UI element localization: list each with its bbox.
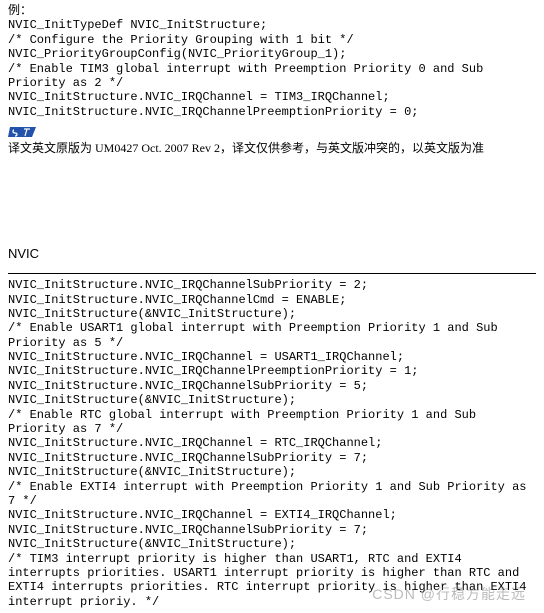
code-line: NVIC_InitStructure.NVIC_IRQChannel = TIM… bbox=[8, 90, 536, 104]
code-line: NVIC_InitStructure.NVIC_IRQChannel = RTC… bbox=[8, 436, 536, 450]
divider bbox=[8, 273, 536, 274]
code-line: NVIC_PriorityGroupConfig(NVIC_PriorityGr… bbox=[8, 47, 536, 61]
code-line: NVIC_InitStructure.NVIC_IRQChannelPreemp… bbox=[8, 105, 536, 119]
document-wrapper: { "block1": { "l0": "例：", "l1": "NVIC_In… bbox=[8, 4, 536, 609]
code-line: /* Enable RTC global interrupt with Pree… bbox=[8, 408, 536, 437]
code-line: NVIC_InitStructure(&NVIC_InitStructure); bbox=[8, 307, 536, 321]
code-line: NVIC_InitTypeDef NVIC_InitStructure; bbox=[8, 18, 536, 32]
st-logo bbox=[8, 125, 536, 139]
code-line: NVIC_InitStructure.NVIC_IRQChannel = EXT… bbox=[8, 508, 536, 522]
section-title: NVIC bbox=[8, 246, 536, 262]
example-label: 例： bbox=[8, 4, 536, 18]
code-line: NVIC_InitStructure.NVIC_IRQChannel = USA… bbox=[8, 350, 536, 364]
code-line: NVIC_InitStructure.NVIC_IRQChannelSubPri… bbox=[8, 523, 536, 537]
code-line: NVIC_InitStructure(&NVIC_InitStructure); bbox=[8, 537, 536, 551]
code-line: /* Enable USART1 global interrupt with P… bbox=[8, 321, 536, 350]
footer-note: 译文英文原版为 UM0427 Oct. 2007 Rev 2，译文仅供参考，与英… bbox=[8, 141, 536, 155]
code-line: NVIC_InitStructure(&NVIC_InitStructure); bbox=[8, 465, 536, 479]
code-line: NVIC_InitStructure(&NVIC_InitStructure); bbox=[8, 393, 536, 407]
code-line: NVIC_InitStructure.NVIC_IRQChannelSubPri… bbox=[8, 451, 536, 465]
code-line: /* Enable EXTI4 interrupt with Preemptio… bbox=[8, 480, 536, 509]
section-gap bbox=[8, 156, 536, 246]
code-line: NVIC_InitStructure.NVIC_IRQChannelSubPri… bbox=[8, 278, 536, 292]
code-line: NVIC_InitStructure.NVIC_IRQChannelSubPri… bbox=[8, 379, 536, 393]
code-line: NVIC_InitStructure.NVIC_IRQChannelCmd = … bbox=[8, 293, 536, 307]
code-line: /* Configure the Priority Grouping with … bbox=[8, 33, 536, 47]
code-line: NVIC_InitStructure.NVIC_IRQChannelPreemp… bbox=[8, 364, 536, 378]
code-line: /* Enable TIM3 global interrupt with Pre… bbox=[8, 62, 536, 91]
